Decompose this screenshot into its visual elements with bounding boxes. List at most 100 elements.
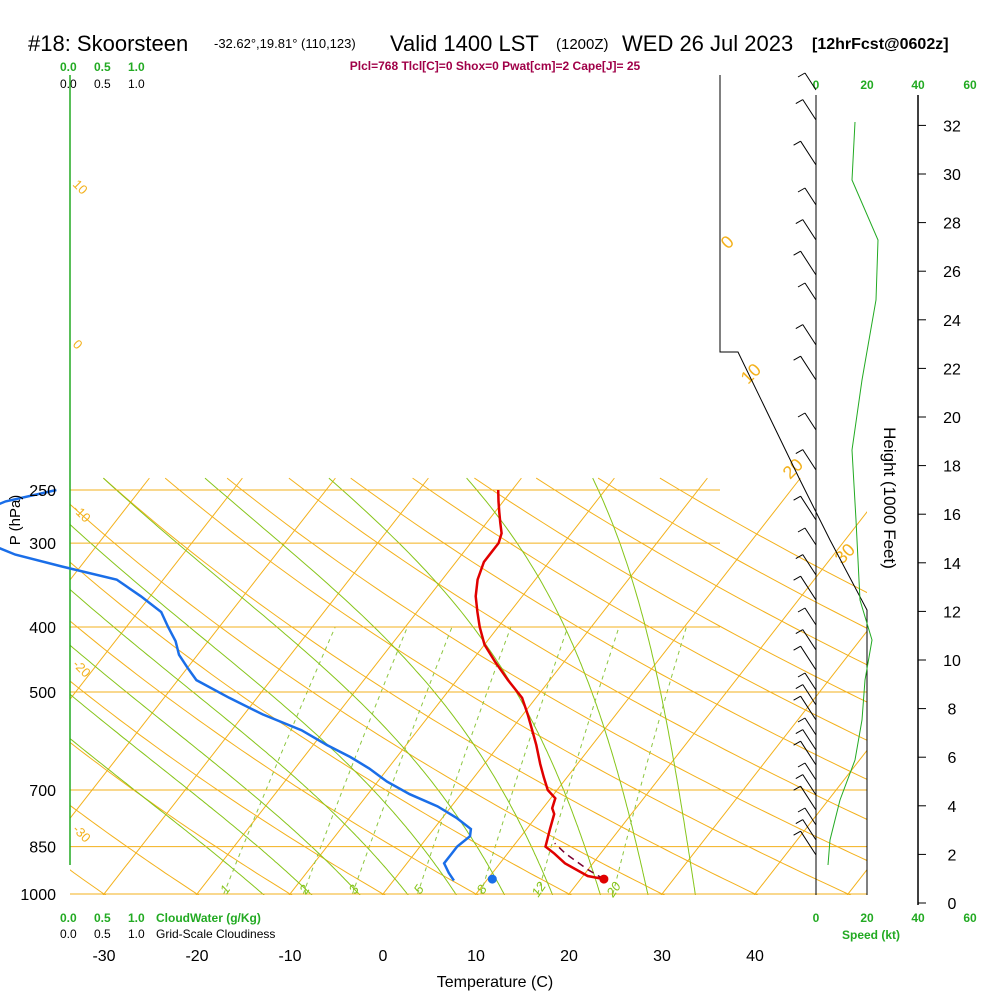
isotherm (567, 511, 867, 895)
dry-adiabat (164, 477, 852, 895)
cloud-top-cloudiness-2: 1.0 (128, 77, 145, 91)
title-station: #18: Skoorsteen (28, 31, 188, 56)
cloud-water-label: CloudWater (g/Kg) (156, 911, 261, 925)
dry-adiabat (412, 477, 867, 741)
isotherm (753, 749, 867, 895)
moist-adiabat (70, 644, 361, 895)
speed-tick-top: 20 (860, 78, 874, 92)
wind-barb (804, 282, 817, 301)
temperature-tick-label: 20 (560, 948, 578, 965)
dry-adiabat (535, 477, 867, 666)
title-coords: -32.62°,19.81° (110,123) (214, 36, 356, 51)
dry-adiabat (70, 804, 200, 895)
speed-tick-bottom: 0 (813, 911, 820, 925)
wind-barb (802, 729, 817, 751)
wind-barb-flag (797, 527, 806, 533)
wind-barb-flag (797, 807, 806, 813)
isotherm (70, 477, 150, 581)
wind-barb-flag (797, 607, 806, 613)
surface-dewpoint-marker (487, 874, 497, 884)
title-date: WED 26 Jul 2023 (622, 31, 793, 56)
pressure-tick-label: 300 (29, 536, 56, 553)
wind-barb (802, 629, 817, 651)
moist-adiabat (70, 693, 313, 895)
cloud-bottom-water-1: 0.5 (94, 911, 111, 925)
wind-barb (802, 774, 817, 796)
sounding-profiles (0, 488, 609, 884)
wind-barb-flag (797, 187, 806, 193)
cloud-top-water-0: 0.0 (60, 60, 77, 74)
pressure-tick-label: 700 (29, 783, 56, 800)
wind-barb (800, 495, 817, 521)
moist-adiabat (328, 477, 601, 895)
wind-barb-flag (793, 740, 801, 746)
cloud-bottom-cloudiness-0: 0.0 (60, 927, 77, 941)
temperature-tick-label: -10 (278, 948, 301, 965)
dry-adiabat (350, 477, 867, 780)
wind-barb (804, 72, 817, 91)
cloudiness-label: Grid-Scale Cloudiness (156, 927, 275, 941)
wind-barb-flag (795, 554, 804, 560)
wind-barb (802, 219, 817, 241)
wind-barb-flag (793, 830, 801, 836)
wind-barb (804, 607, 817, 626)
temperature-tick-label: -30 (92, 948, 115, 965)
moist-adiabat (103, 477, 506, 895)
wind-barb-flag (793, 695, 801, 701)
height-tick-label: 18 (943, 459, 961, 476)
height-tick-label: 32 (943, 118, 961, 135)
mixing-ratio-line (480, 626, 569, 895)
wind-barb-flag (797, 717, 806, 723)
dry-adiabat (474, 477, 867, 703)
pressure-tick-label: 250 (29, 483, 56, 500)
wind-barb (800, 355, 817, 381)
wind-barb-flag (795, 774, 804, 780)
wind-barb-flag (797, 412, 806, 418)
speed-tick-bottom: 60 (963, 911, 977, 925)
moist-adiabat (466, 477, 649, 895)
height-tick-label: 10 (943, 653, 961, 670)
height-tick-label: 22 (943, 361, 961, 378)
moist-adiabat (70, 737, 265, 895)
moist-adiabat (204, 477, 554, 895)
pressure-tick-label: 400 (29, 620, 56, 637)
height-tick-label: 24 (943, 313, 961, 330)
dry-adiabat (70, 741, 293, 895)
height-tick-label: 8 (948, 702, 957, 719)
dewpoint-profile (0, 488, 473, 882)
wind-barb (800, 830, 817, 856)
wind-barb (800, 740, 817, 766)
dry-adiabat (70, 620, 479, 895)
height-tick-label: 4 (948, 799, 957, 816)
speed-tick-bottom: 20 (860, 911, 874, 925)
cloud-scale-top: 0.0 0.5 1.0 0.0 0.5 1.0 (60, 60, 145, 91)
wind-barb (804, 672, 817, 691)
dry-adiabat (70, 680, 386, 895)
wind-barb-flag (795, 449, 804, 455)
wind-barb (802, 324, 817, 346)
height-tick-label: 28 (943, 216, 961, 233)
wind-barb-flag (793, 645, 801, 651)
pressure-tick-label: 500 (29, 685, 56, 702)
moist-adiabat (70, 588, 409, 895)
wind-panel-boundary (719, 75, 868, 895)
height-axis-label: Height (1000 Feet) (880, 427, 899, 569)
cloud-top-cloudiness-1: 0.5 (94, 77, 111, 91)
dry-adiabat (597, 477, 867, 629)
isobar-lines (70, 489, 867, 895)
wind-barb-flag (793, 575, 801, 581)
wind-barb-flag (795, 729, 804, 735)
cloud-scale-bottom: 0.0 0.5 1.0 CloudWater (g/Kg) 0.0 0.5 1.… (60, 911, 275, 941)
wind-barb (802, 99, 817, 121)
speed-tick-top: 0 (813, 78, 820, 92)
dry-adiabat (70, 503, 666, 895)
dry-adiabat (70, 561, 572, 895)
wind-barb-flag (795, 99, 804, 105)
wind-speed-profile (827, 121, 879, 866)
wind-barb (804, 412, 817, 431)
subtitle-indices: Plcl=768 Tlcl[C]=0 Shox=0 Pwat[cm]=2 Cap… (350, 59, 641, 73)
moist-adiabat-lines (70, 477, 696, 895)
cloud-top-cloudiness-0: 0.0 (60, 77, 77, 91)
